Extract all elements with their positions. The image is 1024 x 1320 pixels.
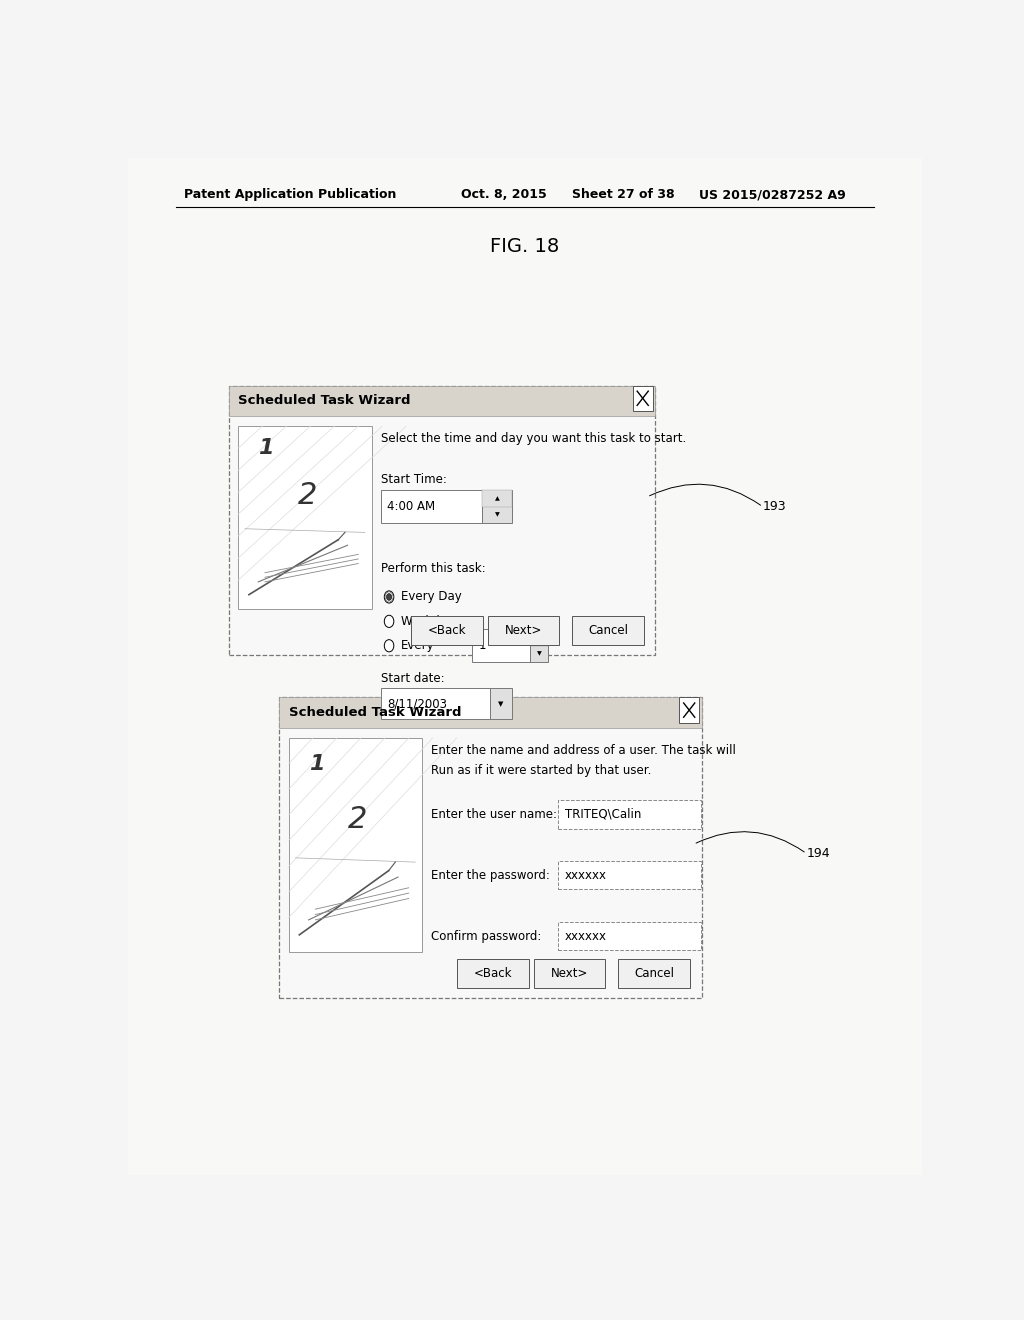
Bar — [280, 697, 701, 727]
Text: Oct. 8, 2015: Oct. 8, 2015 — [461, 189, 547, 202]
Bar — [489, 689, 512, 719]
Text: Perform this task:: Perform this task: — [381, 562, 485, 576]
Text: <Back: <Back — [428, 624, 466, 638]
Text: ▲: ▲ — [495, 496, 500, 500]
Text: Scheduled Task Wizard: Scheduled Task Wizard — [289, 706, 461, 719]
Circle shape — [384, 615, 394, 627]
Bar — [239, 426, 372, 610]
Text: Start Time:: Start Time: — [381, 473, 447, 486]
Text: Enter the name and address of a user. The task will: Enter the name and address of a user. Th… — [431, 743, 736, 756]
Circle shape — [384, 591, 394, 603]
Text: 1: 1 — [479, 639, 486, 652]
Text: Weekdays: Weekdays — [401, 615, 461, 628]
Text: 8/11/2003: 8/11/2003 — [387, 697, 447, 710]
Text: US 2015/0287252 A9: US 2015/0287252 A9 — [699, 189, 846, 202]
Text: ▼: ▼ — [537, 651, 542, 656]
Bar — [280, 697, 701, 998]
Text: Next>: Next> — [551, 966, 588, 979]
Text: ▲: ▲ — [537, 635, 542, 640]
Bar — [534, 960, 605, 987]
Bar — [558, 923, 701, 950]
Text: Every Day: Every Day — [401, 590, 462, 603]
Bar — [633, 385, 652, 411]
Bar — [458, 960, 528, 987]
Text: Enter the user name:: Enter the user name: — [431, 808, 557, 821]
Bar — [558, 861, 701, 890]
Text: 1: 1 — [258, 438, 273, 458]
Text: Cancel: Cancel — [588, 624, 628, 638]
Text: FIG. 18: FIG. 18 — [490, 238, 559, 256]
Bar — [558, 800, 701, 829]
Text: <Back: <Back — [474, 966, 512, 979]
Bar — [381, 689, 489, 719]
Text: Cancel: Cancel — [634, 966, 674, 979]
Text: 194: 194 — [807, 847, 830, 861]
Bar — [381, 490, 482, 523]
Text: Scheduled Task Wizard: Scheduled Task Wizard — [239, 395, 411, 408]
Bar — [228, 385, 655, 416]
Bar — [289, 738, 422, 952]
Text: xxxxxx: xxxxxx — [565, 869, 607, 882]
Bar — [472, 630, 530, 663]
Text: 4:00 AM: 4:00 AM — [387, 500, 435, 513]
Text: Sheet 27 of 38: Sheet 27 of 38 — [572, 189, 675, 202]
Text: TRITEQ\Calin: TRITEQ\Calin — [565, 808, 641, 821]
Text: Every: Every — [401, 639, 434, 652]
Bar — [618, 960, 690, 987]
Text: 2: 2 — [298, 482, 317, 511]
Bar — [482, 490, 512, 507]
Circle shape — [386, 594, 391, 601]
Text: Confirm password:: Confirm password: — [431, 929, 542, 942]
Text: 193: 193 — [763, 500, 786, 513]
Text: Enter the password:: Enter the password: — [431, 869, 550, 882]
Circle shape — [384, 640, 394, 652]
Text: ▼: ▼ — [499, 701, 504, 706]
Bar — [679, 697, 699, 723]
Bar — [530, 630, 548, 663]
Text: 1: 1 — [308, 754, 325, 774]
Bar — [482, 490, 512, 523]
Circle shape — [385, 591, 393, 602]
Text: Run as if it were started by that user.: Run as if it were started by that user. — [431, 764, 652, 777]
Text: xxxxxx: xxxxxx — [565, 929, 607, 942]
Text: Start date:: Start date: — [381, 672, 444, 685]
Bar — [228, 385, 655, 655]
Bar — [530, 630, 548, 645]
Text: ▼: ▼ — [495, 512, 500, 517]
Bar — [572, 616, 644, 645]
Bar — [487, 616, 559, 645]
Text: 2: 2 — [348, 805, 368, 834]
Text: Patent Application Publication: Patent Application Publication — [183, 189, 396, 202]
Bar — [412, 616, 482, 645]
Text: Select the time and day you want this task to start.: Select the time and day you want this ta… — [381, 432, 686, 445]
Text: Next>: Next> — [505, 624, 542, 638]
